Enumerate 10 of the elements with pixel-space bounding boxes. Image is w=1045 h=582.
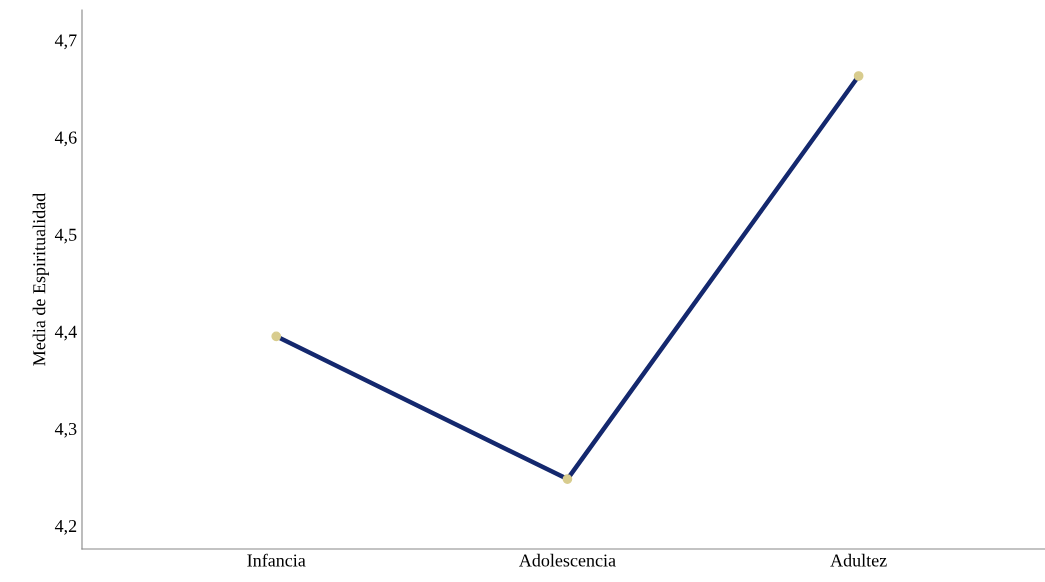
y-tick-label: 4,6 bbox=[54, 131, 77, 147]
x-tick-label: Infancia bbox=[247, 553, 306, 567]
y-tick-label: 4,4 bbox=[54, 325, 77, 341]
y-tick-label: 4,5 bbox=[54, 228, 77, 244]
y-tick-label: 4,2 bbox=[54, 520, 77, 535]
x-tick-label: Adultez bbox=[830, 553, 887, 567]
y-tick-label: 4,3 bbox=[54, 422, 77, 438]
x-tick-label: Adolescencia bbox=[518, 553, 616, 567]
y-tick-label: 4,7 bbox=[54, 34, 77, 50]
y-axis-title: Media de Espiritualidad bbox=[32, 192, 50, 366]
